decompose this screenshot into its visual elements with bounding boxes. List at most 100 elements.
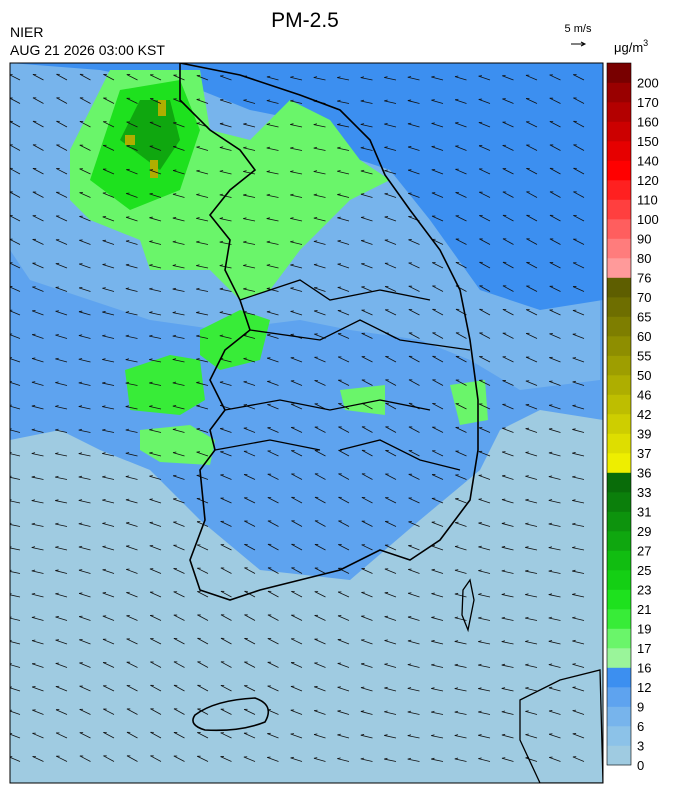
wind-arrowhead xyxy=(572,639,576,642)
wind-arrowhead xyxy=(360,216,365,218)
wind-arrow xyxy=(10,756,21,762)
wind-arrowhead xyxy=(172,428,177,430)
wind-arrow xyxy=(267,709,279,715)
wind-arrowhead xyxy=(572,404,576,407)
wind-arrow xyxy=(56,191,68,198)
wind-arrow xyxy=(455,145,467,151)
wind-arrow xyxy=(526,238,538,245)
wind-arrowhead xyxy=(78,428,83,431)
wind-arrow xyxy=(431,569,444,574)
wind-arrowhead xyxy=(572,686,576,688)
wind-arrowhead xyxy=(407,639,412,642)
wind-arrowhead xyxy=(102,358,106,360)
wind-arrow xyxy=(55,334,68,339)
green-zone xyxy=(125,355,205,415)
wind-arrowhead xyxy=(149,358,153,360)
wind-arrowhead xyxy=(313,193,318,196)
wind-arrow xyxy=(243,335,256,339)
colorbar-label: 42 xyxy=(637,407,651,422)
wind-arrowhead xyxy=(431,687,435,689)
wind-arrow xyxy=(32,144,44,151)
wind-arrow xyxy=(360,170,373,175)
wind-arrow xyxy=(31,405,44,410)
wind-arrow xyxy=(10,239,21,245)
colorbar-label: 25 xyxy=(637,563,651,578)
wind-arrowhead xyxy=(219,217,224,219)
wind-arrow xyxy=(55,709,68,715)
wind-arrowhead xyxy=(172,264,177,266)
wind-arrow xyxy=(525,475,538,480)
wind-arrowhead xyxy=(149,405,153,407)
wind-arrow xyxy=(314,567,326,574)
wind-arrow xyxy=(502,285,514,292)
wind-arrow xyxy=(337,310,350,316)
wind-arrow xyxy=(196,194,209,198)
wind-arrow xyxy=(478,145,491,151)
wind-arrowhead xyxy=(431,757,435,760)
wind-arrowhead xyxy=(290,756,294,759)
wind-arrow xyxy=(432,403,444,410)
wind-arrow xyxy=(243,123,256,128)
wind-arrowhead xyxy=(548,522,553,525)
wind-arrow xyxy=(361,356,373,363)
wind-arrow xyxy=(219,405,232,410)
wind-arrowhead xyxy=(102,428,106,431)
colorbar-label: 110 xyxy=(637,193,658,208)
wind-scale-label: 5 m/s xyxy=(565,23,592,35)
colorbar-cell xyxy=(607,433,631,454)
wind-arrow xyxy=(220,474,232,480)
wind-arrow xyxy=(384,262,397,269)
wind-arrow xyxy=(219,170,232,175)
wind-arrow xyxy=(478,427,491,433)
wind-arrow xyxy=(479,356,491,363)
wind-arrow xyxy=(32,215,44,222)
wind-arrowhead xyxy=(219,98,224,101)
wind-arrow xyxy=(338,426,350,433)
wind-arrowhead xyxy=(243,240,247,243)
colorbar-label: 120 xyxy=(637,173,659,188)
wind-arrow xyxy=(55,686,68,692)
wind-arrow xyxy=(337,194,350,198)
colorbar-label: 160 xyxy=(637,115,659,130)
wind-arrowhead xyxy=(360,76,365,78)
wind-arrowhead xyxy=(431,710,435,713)
wind-arrow xyxy=(79,73,91,81)
wind-arrowhead xyxy=(501,640,506,642)
wind-arrow xyxy=(196,75,209,81)
wind-arrow xyxy=(10,215,21,222)
colorbar-label: 37 xyxy=(637,446,651,461)
wind-arrow xyxy=(384,544,397,551)
wind-arrowhead xyxy=(384,169,388,171)
wind-arrowhead xyxy=(125,358,130,360)
wind-arrow xyxy=(501,499,514,504)
wind-arrow xyxy=(78,500,91,504)
wind-arrow xyxy=(31,381,44,386)
colorbar-label: 80 xyxy=(637,251,651,266)
wind-arrow xyxy=(572,476,585,480)
wind-arrowhead xyxy=(219,264,224,266)
wind-arrow xyxy=(172,405,185,410)
wind-arrow xyxy=(525,499,538,504)
wind-arrow xyxy=(408,285,420,292)
wind-arrow xyxy=(501,546,514,551)
wind-arrow xyxy=(385,497,397,504)
wind-arrow xyxy=(385,309,397,316)
colorbar-cell xyxy=(607,258,631,278)
wind-arrow xyxy=(431,688,444,692)
wind-arrowhead xyxy=(360,734,365,736)
wind-arrow xyxy=(31,593,44,598)
wind-arrow xyxy=(314,615,326,621)
wind-arrowhead xyxy=(102,263,106,265)
colorbar-label: 46 xyxy=(637,388,651,403)
colorbar-label: 3 xyxy=(637,739,644,754)
colorbar-label: 70 xyxy=(637,290,651,305)
wind-arrowhead xyxy=(313,146,318,149)
wind-arrowhead xyxy=(125,498,130,501)
wind-arrow xyxy=(78,335,91,339)
wind-arrowhead xyxy=(102,334,106,337)
wind-arrow xyxy=(314,520,326,527)
wind-arrow xyxy=(267,567,279,574)
wind-arrow xyxy=(196,405,209,410)
wind-arrowhead xyxy=(55,405,59,407)
